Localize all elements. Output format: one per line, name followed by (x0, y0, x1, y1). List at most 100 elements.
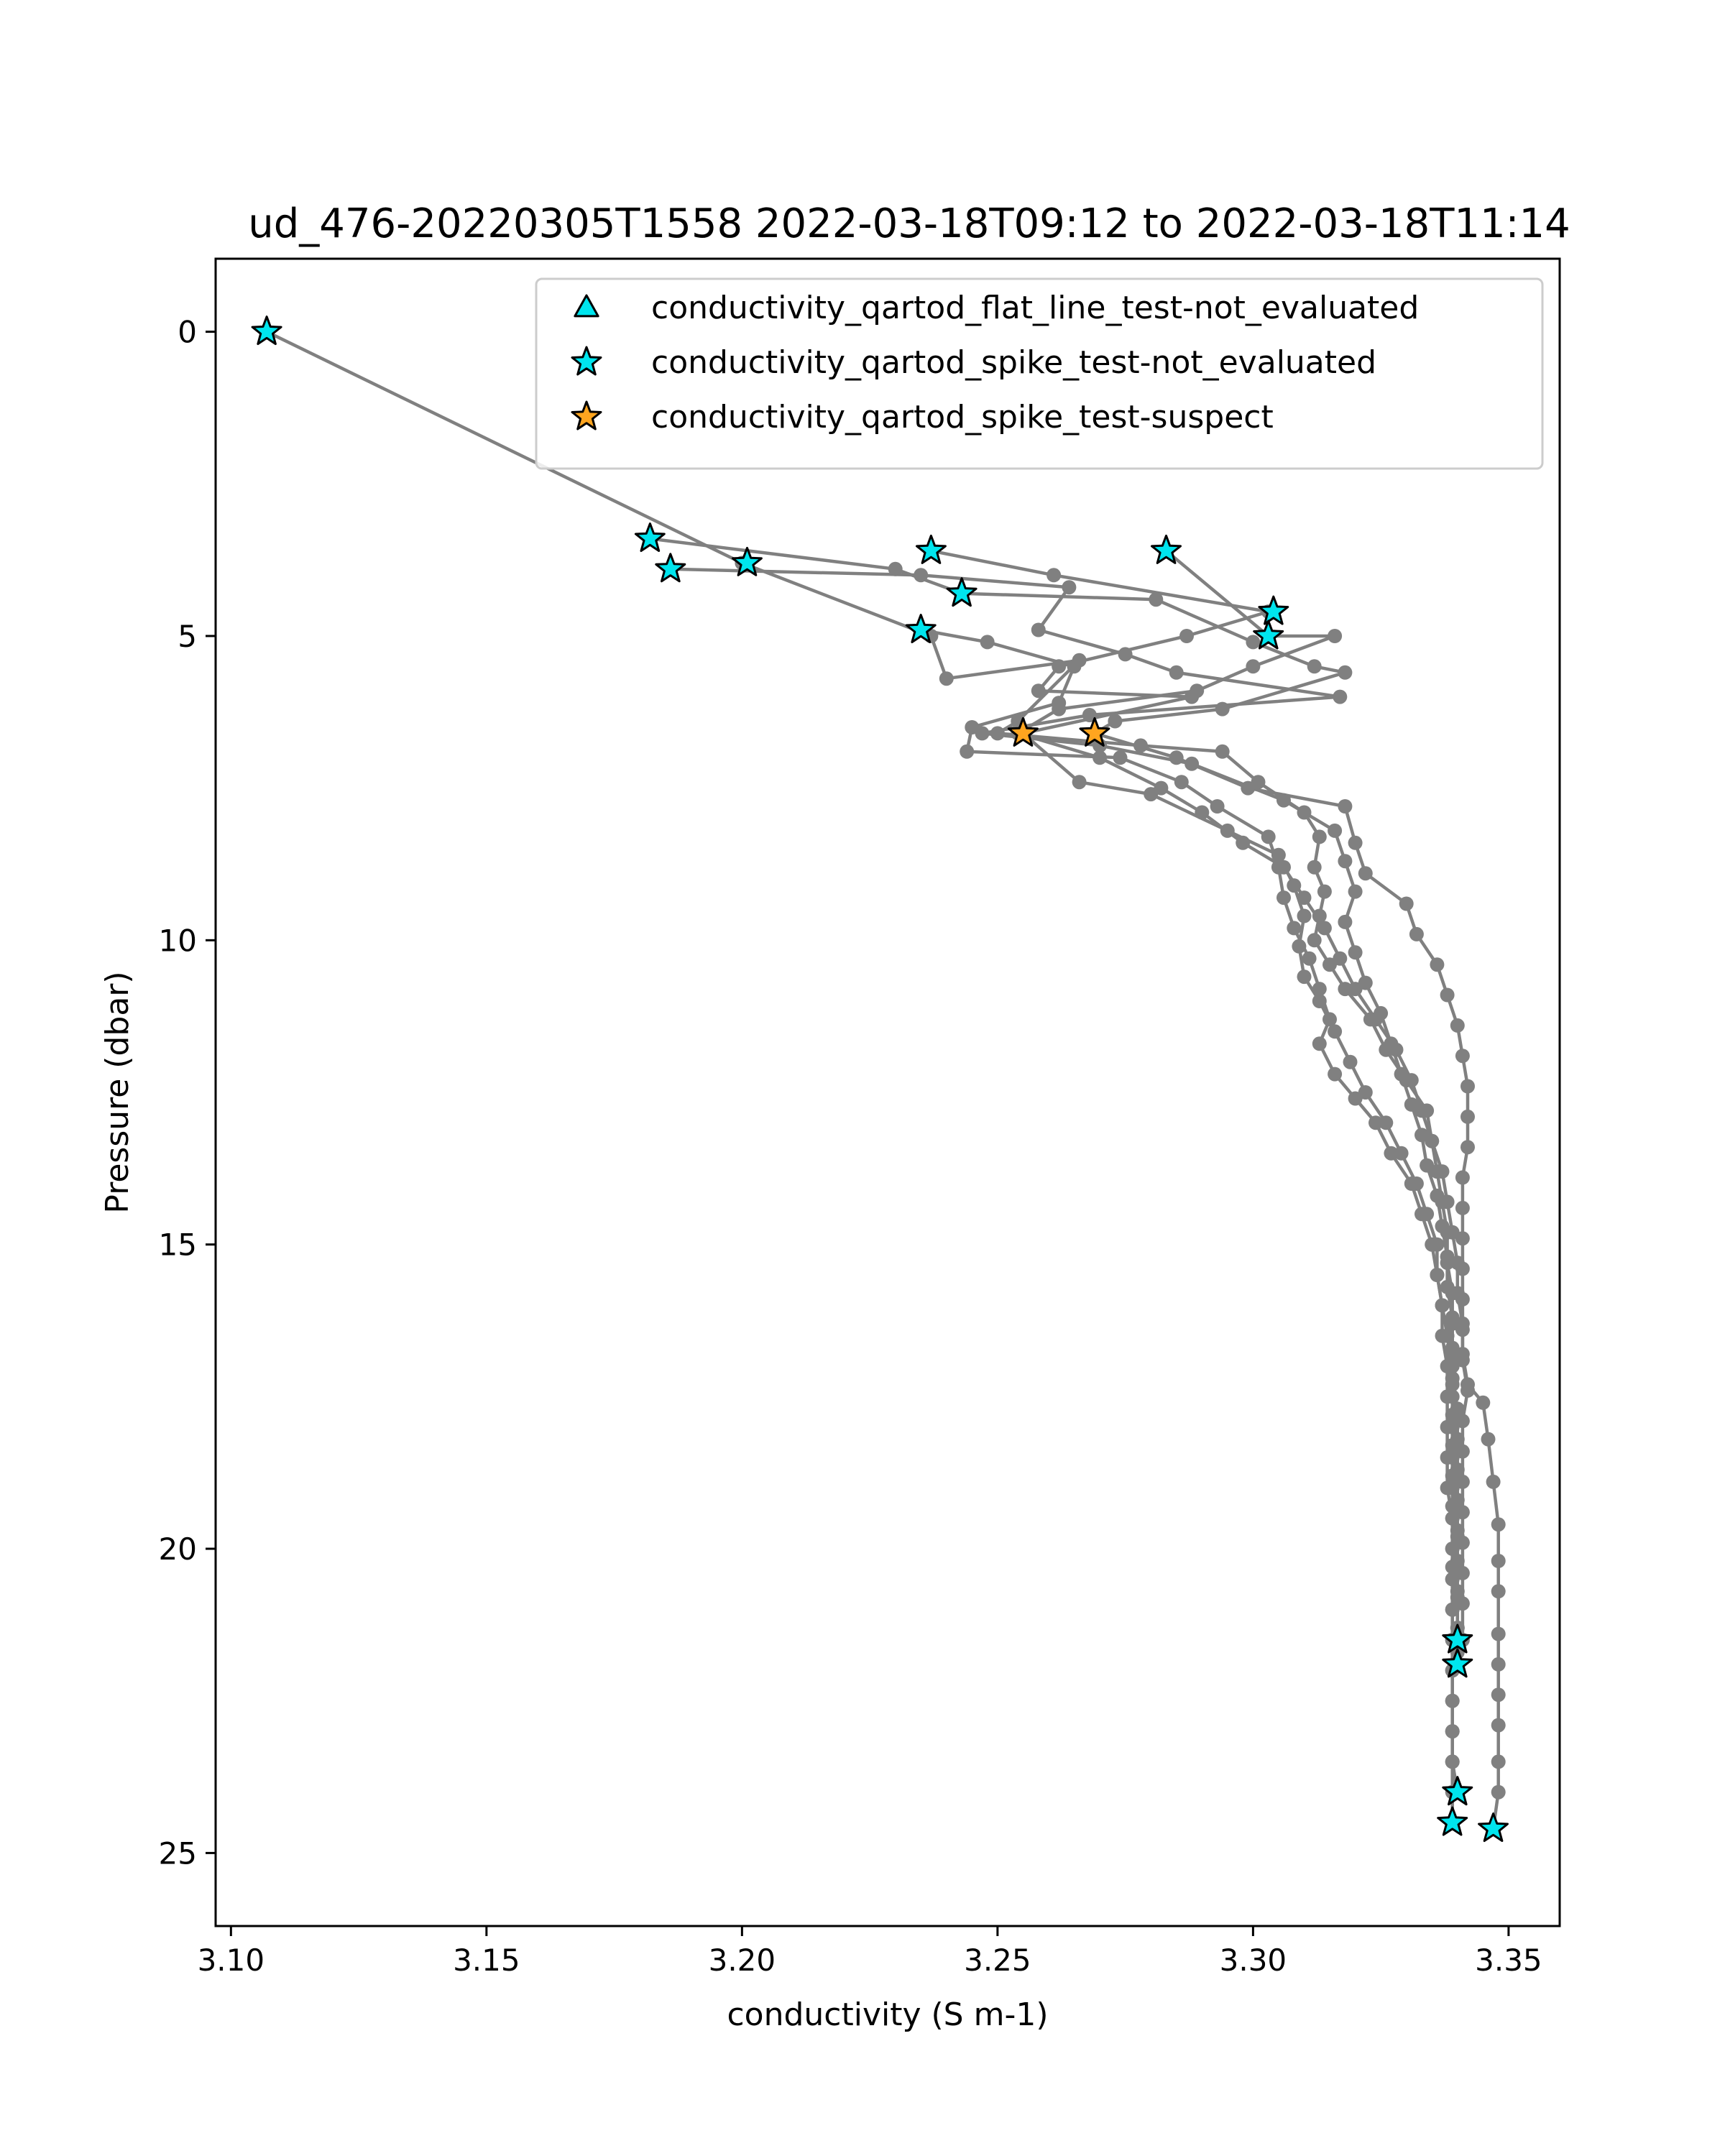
profile-6-point-9 (1154, 780, 1169, 796)
profile-5-point-25 (1430, 1268, 1445, 1282)
profile-2-point-13 (1338, 799, 1353, 814)
flag-marker-not_evaluated-15 (1442, 1776, 1473, 1806)
profile-5-point-33 (1445, 1511, 1460, 1526)
profile-2-point-5 (1246, 635, 1261, 650)
profile-5-point-8 (1174, 775, 1189, 790)
profile-5-point-13 (1287, 921, 1302, 936)
profile-5-point-12 (1276, 890, 1291, 906)
legend-marker-1 (574, 294, 599, 318)
profile-5-point-10 (1261, 829, 1276, 844)
profile-6-point-27 (1455, 1316, 1470, 1331)
profile-2-point-19 (1440, 987, 1455, 1003)
profile-6-point-18 (1389, 1042, 1404, 1057)
profile-5-point-40 (1445, 1724, 1460, 1739)
legend-label-1: conductivity_qartod_flat_line_test-not_e… (651, 290, 1419, 326)
x-tick-label-6: 3.35 (1475, 1943, 1542, 1978)
profile-5-point-9 (1210, 799, 1225, 814)
profile-3-point-17 (1348, 945, 1363, 960)
y-tick-label-3: 10 (159, 923, 197, 958)
legend-marker-3 (571, 400, 602, 430)
profile-6-point-14 (1317, 921, 1332, 936)
profile-5-point-31 (1440, 1450, 1455, 1465)
profile-1-point-14 (1317, 884, 1332, 899)
profile-6-point-25 (1450, 1256, 1465, 1271)
profile-4-point-18 (1328, 1024, 1343, 1039)
profile-5-point-24 (1425, 1237, 1440, 1252)
profile-3-point-6 (1169, 665, 1184, 680)
profile-5-point-39 (1445, 1693, 1460, 1708)
profile-5-point-27 (1435, 1328, 1450, 1343)
profile-2-point-26 (1455, 1200, 1470, 1215)
x-axis: 3.10 3.15 3.20 3.25 3.30 3.35 (198, 1926, 1542, 1978)
profile-2-point-18 (1430, 957, 1445, 972)
profile-5-point-19 (1348, 1091, 1363, 1106)
profile-3-point-11 (1184, 756, 1200, 771)
profile-5-point-2 (980, 635, 995, 650)
profile-6-point-35 (1491, 1584, 1506, 1599)
profile-6-point-38 (1491, 1687, 1506, 1703)
profile-6-point-15 (1333, 951, 1348, 966)
profile-6-point-13 (1297, 890, 1312, 906)
legend-box (535, 277, 1544, 470)
flag-marker-not_evaluated-1 (251, 315, 282, 346)
profile-6-point-6 (1052, 701, 1067, 717)
profile-6-point-36 (1491, 1626, 1506, 1641)
profile-6-point-26 (1450, 1286, 1465, 1301)
profile-3-point-4 (1031, 622, 1046, 637)
plot-frame (214, 257, 1561, 1927)
profile-2-point-9 (1108, 714, 1123, 729)
y-axis-label: Pressure (dbar) (99, 971, 136, 1213)
flag-marker-not_evaluated-10 (1253, 619, 1284, 650)
profile-6-point-29 (1460, 1377, 1475, 1392)
profile-6-point-34 (1491, 1554, 1506, 1568)
profile-5-point-21 (1384, 1146, 1399, 1161)
profile-5-point-26 (1435, 1298, 1450, 1313)
profile-3-point-16 (1338, 914, 1353, 929)
profile-4-point-14 (1297, 908, 1312, 923)
profile-1-point-16 (1307, 933, 1322, 948)
profile-5-point-18 (1328, 1067, 1343, 1082)
profile-2-point-15 (1358, 866, 1373, 881)
y-tick-label-4: 15 (159, 1227, 197, 1263)
profile-2-point-24 (1460, 1140, 1475, 1155)
profile-5-point-22 (1404, 1176, 1419, 1191)
profile-3-point-13 (1328, 823, 1343, 838)
profile-6-point-20 (1414, 1103, 1429, 1118)
profile-6-point-22 (1435, 1164, 1450, 1179)
y-tick-label-5: 20 (159, 1531, 197, 1567)
profile-4-point-22 (1394, 1146, 1409, 1161)
profile-2-point-25 (1455, 1170, 1470, 1185)
x-axis-label: conductivity (S m-1) (727, 1996, 1048, 2033)
qc-flag-markers (251, 315, 1509, 1842)
profile-5-point-34 (1445, 1542, 1460, 1556)
profile-4-point-16 (1297, 969, 1312, 985)
profile-4-point-19 (1343, 1054, 1358, 1069)
profile-6-point-40 (1491, 1754, 1506, 1769)
profile-5-point-32 (1440, 1480, 1455, 1496)
legend: conductivity_qartod_flat_line_test-not_e… (535, 277, 1544, 470)
profile-5-point-5 (965, 720, 980, 734)
profile-2-point-17 (1409, 926, 1424, 941)
profile-5-point-30 (1440, 1419, 1455, 1434)
profile-1-point-13 (1307, 860, 1322, 875)
flag-marker-not_evaluated-13 (1442, 1623, 1473, 1654)
profile-6-point-19 (1404, 1073, 1419, 1088)
profile-4-point-2 (1046, 568, 1062, 583)
y-tick-label-2: 5 (178, 619, 197, 654)
flag-marker-suspect-12 (1079, 717, 1110, 747)
y-tick-label-1: 0 (178, 315, 197, 350)
profile-6-point-16 (1348, 982, 1363, 997)
profile-4-point-4 (1179, 629, 1194, 643)
profile-6-point-8 (1092, 750, 1108, 765)
flag-marker-not_evaluated-16 (1437, 1806, 1468, 1836)
profile-6-point-5 (1190, 683, 1205, 699)
profile-1-point-9 (1215, 744, 1230, 759)
profile-3-point-3 (1062, 580, 1077, 595)
profile-3-point-7 (1333, 689, 1348, 704)
profile-4-point-21 (1379, 1115, 1394, 1130)
profile-5-point-41 (1445, 1754, 1460, 1769)
profile-3-point-24 (1420, 1158, 1435, 1173)
flag-marker-not_evaluated-2 (634, 522, 666, 552)
profile-2-point-4 (1149, 592, 1164, 607)
